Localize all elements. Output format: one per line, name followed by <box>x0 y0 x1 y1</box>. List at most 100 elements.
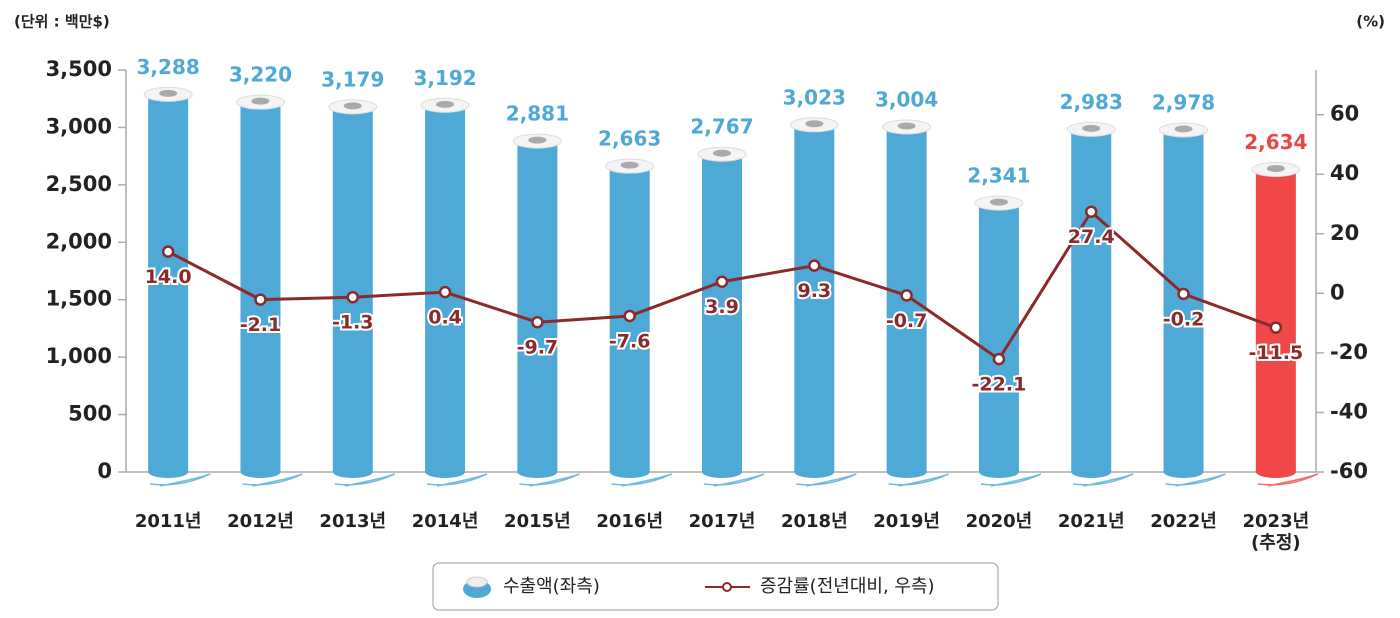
y-tick-label: 3,000 <box>46 114 112 138</box>
bar-top-inner <box>713 149 731 157</box>
line-point <box>808 259 821 272</box>
y2-tick-label: 60 <box>1330 102 1359 126</box>
line-point <box>1177 287 1190 301</box>
x-tick-label: 2022년 <box>1150 511 1217 532</box>
y2-tick-label: 0 <box>1330 280 1345 304</box>
line-value-label: -11.5 <box>1248 342 1303 364</box>
y2-tick-label: -60 <box>1330 459 1368 483</box>
bar <box>794 124 835 479</box>
x-tick-label: 2016년 <box>596 511 663 532</box>
line-value-label: -7.6 <box>609 330 651 352</box>
line-value-label: -0.2 <box>1163 308 1205 330</box>
x-tick-label: 2012년 <box>227 511 294 532</box>
x-tick-label: 2021년 <box>1058 511 1125 532</box>
y-tick-label: 3,500 <box>46 57 112 81</box>
bar-swirl <box>1257 473 1319 487</box>
y-tick-label: 2,000 <box>46 229 112 253</box>
line-value-label: -22.1 <box>972 374 1027 396</box>
bar-value-label: 2,767 <box>690 115 753 139</box>
y-tick-label: 1,500 <box>46 287 112 311</box>
line-value-label: -1.3 <box>332 312 374 334</box>
line-value-label: 27.4 <box>1068 226 1115 248</box>
line-point <box>161 245 175 258</box>
bar-value-label: 3,288 <box>137 55 200 79</box>
bar <box>240 102 281 478</box>
line-value-label: -9.7 <box>517 337 559 359</box>
x-tick-label: 2011년 <box>135 511 202 532</box>
bar <box>886 126 927 479</box>
bar-top-inner <box>343 102 362 110</box>
legend-label: 수출액(좌측) <box>503 576 600 597</box>
bar-value-label: 2,978 <box>1152 90 1215 114</box>
bar-top-inner <box>989 198 1008 206</box>
bar-value-label: 3,004 <box>875 87 938 111</box>
line-value-label: -0.7 <box>886 310 928 332</box>
line-point <box>1084 205 1098 218</box>
line-point <box>900 289 913 302</box>
bar-swirl <box>426 473 488 487</box>
legend-label: 증감률(전년대비, 우측) <box>760 576 935 597</box>
line-value-label: 14.0 <box>145 266 192 288</box>
line-value-label: 0.4 <box>428 307 462 329</box>
bar-top-inner <box>1082 124 1101 132</box>
y-tick-label: 500 <box>68 402 112 426</box>
bar-swirl <box>611 473 673 487</box>
bar-value-label: 2,634 <box>1244 130 1307 154</box>
bar-value-label: 3,179 <box>321 67 384 91</box>
y2-tick-label: -40 <box>1330 399 1368 423</box>
x-tick-label: 2015년 <box>504 511 571 532</box>
bar-top-inner <box>897 122 916 130</box>
line-point <box>254 293 267 306</box>
bar <box>978 203 1019 479</box>
y2-tick-label: 40 <box>1330 161 1359 185</box>
bar-top-inner <box>805 120 824 128</box>
line-point <box>992 352 1006 366</box>
bar <box>702 154 742 478</box>
legend-bar-swatch-top <box>466 576 488 588</box>
line-point <box>531 315 544 329</box>
bar-top-inner <box>251 97 270 105</box>
bar-swirl <box>1165 473 1226 487</box>
bar-value-label: 2,983 <box>1060 90 1123 114</box>
bar <box>1163 129 1204 479</box>
bar-top-inner <box>528 136 547 144</box>
y-tick-label: 1,000 <box>46 344 112 368</box>
x-tick-label: 2014년 <box>412 511 479 532</box>
bar-value-label: 3,023 <box>783 85 846 109</box>
bar <box>148 94 189 479</box>
bar-value-label: 2,881 <box>506 102 569 126</box>
bar-swirl <box>1073 473 1134 487</box>
y2-tick-label: -20 <box>1330 340 1368 364</box>
x-tick-label: 2023년 (추정) <box>1243 511 1310 554</box>
line-value-label: 9.3 <box>797 280 831 302</box>
legend-line-marker <box>722 582 732 592</box>
x-tick-label: 2018년 <box>781 511 848 532</box>
x-tick-label: 2020년 <box>966 511 1033 532</box>
bar-swirl <box>242 473 303 487</box>
bar-value-label: 2,663 <box>598 127 661 151</box>
line-point <box>438 285 452 299</box>
bar-swirl <box>980 473 1042 487</box>
bar-swirl <box>888 473 949 487</box>
x-tick-label: 2019년 <box>873 511 940 532</box>
y-tick-label: 0 <box>97 459 112 483</box>
y2-tick-label: 20 <box>1330 221 1359 245</box>
y-tick-label: 2,500 <box>46 172 112 196</box>
bar-top-inner <box>620 161 639 169</box>
unit-left: (단위 : 백만$) <box>14 13 110 31</box>
bar-value-label: 3,192 <box>413 66 476 90</box>
x-tick-label: 2017년 <box>689 511 756 532</box>
bar-swirl <box>519 473 580 487</box>
line-point <box>715 275 729 288</box>
bar-swirl <box>796 473 857 487</box>
line-value-label: -2.1 <box>240 314 282 336</box>
bar <box>517 141 558 479</box>
line-point <box>623 309 636 323</box>
line-point <box>346 290 360 304</box>
bar-top-inner <box>436 100 455 108</box>
line-value-label: 3.9 <box>705 296 739 318</box>
bar-swirl <box>150 473 211 487</box>
line-point <box>1269 321 1283 334</box>
x-tick-label: 2013년 <box>319 511 386 532</box>
